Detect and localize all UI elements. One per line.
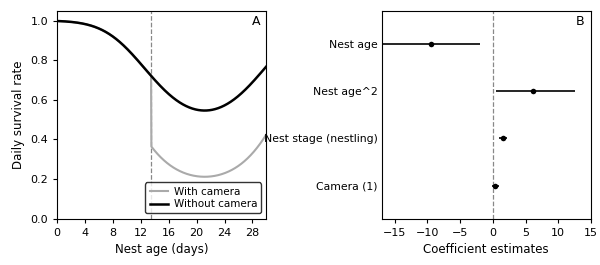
Without camera bbox=[177, 101, 184, 104]
With camera bbox=[148, 145, 155, 149]
Y-axis label: Daily survival rate: Daily survival rate bbox=[11, 60, 25, 169]
Line: Without camera: Without camera bbox=[57, 21, 266, 111]
Text: A: A bbox=[251, 15, 260, 28]
Without camera bbox=[148, 75, 155, 78]
Without camera bbox=[53, 19, 61, 23]
With camera bbox=[193, 175, 200, 178]
Line: With camera: With camera bbox=[57, 21, 266, 177]
Without camera bbox=[91, 25, 98, 28]
With camera bbox=[91, 25, 98, 28]
Without camera bbox=[193, 108, 200, 111]
Without camera bbox=[107, 33, 115, 37]
Without camera bbox=[263, 65, 270, 68]
With camera bbox=[201, 175, 208, 178]
Text: B: B bbox=[576, 15, 585, 28]
Legend: With camera, Without camera: With camera, Without camera bbox=[145, 183, 261, 213]
X-axis label: Nest age (days): Nest age (days) bbox=[115, 243, 208, 256]
X-axis label: Coefficient estimates: Coefficient estimates bbox=[424, 243, 549, 256]
Without camera bbox=[211, 108, 218, 111]
With camera bbox=[177, 170, 184, 173]
Without camera bbox=[201, 109, 208, 112]
With camera bbox=[263, 133, 270, 136]
With camera bbox=[107, 33, 115, 37]
With camera bbox=[211, 174, 218, 177]
With camera bbox=[53, 19, 61, 23]
